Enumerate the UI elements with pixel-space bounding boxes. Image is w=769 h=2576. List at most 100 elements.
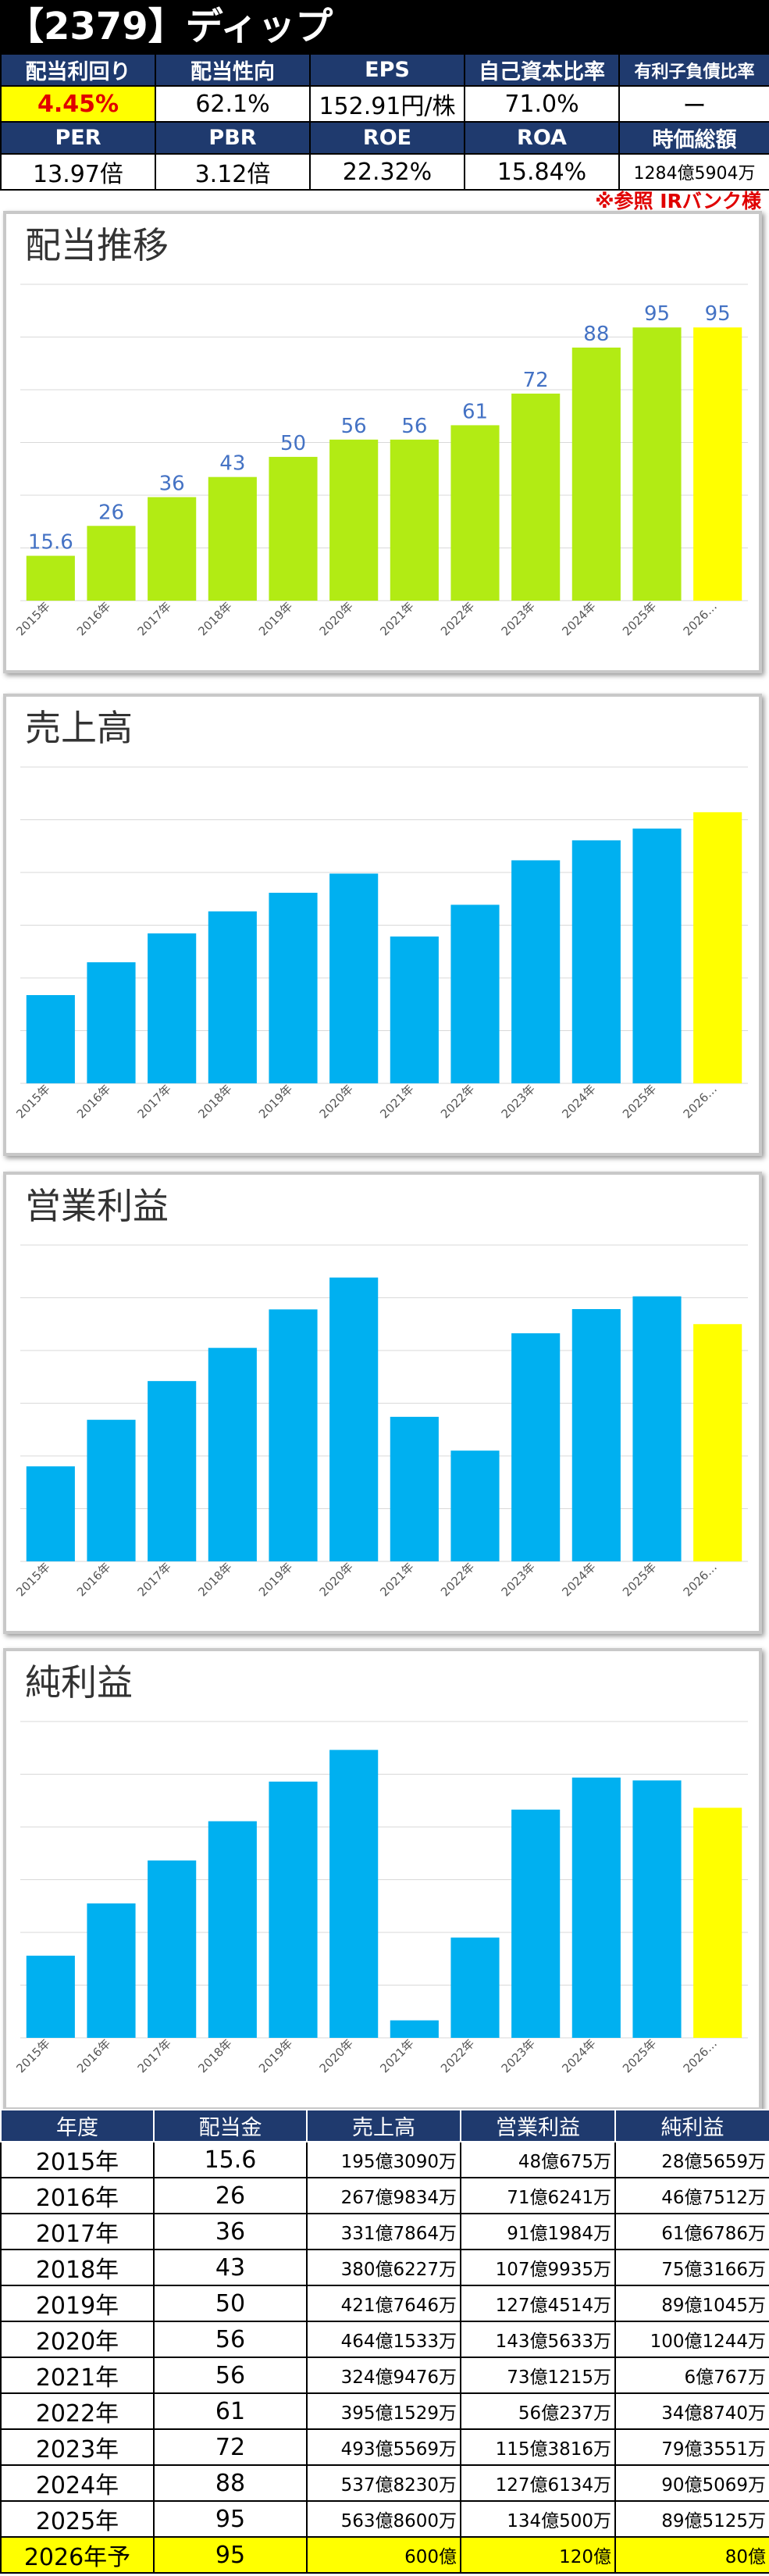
x-tick-label: 2017年 <box>135 1082 174 1121</box>
data-label: 56 <box>341 415 367 438</box>
column-header-sales: 売上高 <box>306 2109 461 2143</box>
metrics-grid: 配当利回り 配当性向 EPS 自己資本比率 有利子負債比率 4.45% 62.1… <box>0 53 769 191</box>
title-bar: 【2379】ディップ <box>0 0 769 53</box>
metric-label-pbr: PBR <box>155 121 311 155</box>
column-header-dividend: 配当金 <box>153 2109 308 2143</box>
cell-net-income: 79億3551万 <box>614 2428 769 2466</box>
table-header-row: 年度 配当金 売上高 営業利益 純利益 <box>0 2109 769 2143</box>
page-title: 【2379】ディップ <box>6 5 333 48</box>
cell-sales: 395億1529万 <box>306 2392 461 2430</box>
cell-net-income: 28億5659万 <box>614 2141 769 2178</box>
x-tick-label: 2019年 <box>256 2036 295 2075</box>
cell-dividend: 26 <box>153 2177 308 2214</box>
table-row: 2024年 88 537億8230万 127億6134万 90億5069万 <box>0 2464 769 2502</box>
cell-year: 2023年 <box>0 2428 155 2466</box>
x-tick-label: 2019年 <box>256 1560 295 1599</box>
data-label: 50 <box>280 432 306 455</box>
data-label: 95 <box>705 302 731 326</box>
bar <box>329 1750 379 2038</box>
cell-operating-profit: 48億675万 <box>460 2141 616 2178</box>
bar <box>693 1807 742 2038</box>
sales-chart: 2015年 2016年 2017年 2018年 2019年 2020年 2021年 2022年… <box>13 766 748 1121</box>
bar <box>148 1381 197 1561</box>
source-note: ※参照 IRバンク様 <box>595 190 761 212</box>
cell-net-income: 89億5125万 <box>614 2500 769 2538</box>
net-income-chart: 2015年 2016年 2017年 2018年 2019年 2020年 2021年 2022年… <box>13 1721 748 2075</box>
metric-value-equity-ratio: 71.0% <box>464 85 620 123</box>
bar <box>450 425 500 601</box>
cell-operating-profit: 73億1215万 <box>460 2357 616 2394</box>
net-income-chart-title: 純利益 <box>25 1661 133 1704</box>
cell-year: 2020年 <box>0 2321 155 2358</box>
cell-sales: 493億5569万 <box>306 2428 461 2466</box>
table-row: 2018年 43 380億6227万 107億9935万 75億3166万 <box>0 2249 769 2286</box>
x-tick-label: 2026… <box>681 1560 720 1599</box>
x-tick-label: 2026… <box>681 1082 720 1121</box>
cell-operating-profit: 120億 <box>460 2536 616 2574</box>
cell-operating-profit: 143億5633万 <box>460 2321 616 2358</box>
x-tick-label: 2015年 <box>13 1560 52 1599</box>
bar <box>511 1809 561 2038</box>
bar <box>450 904 500 1083</box>
x-tick-label: 2016年 <box>74 599 113 638</box>
table-row: 2017年 36 331億7864万 91億1984万 61億6786万 <box>0 2213 769 2250</box>
cell-year: 2021年 <box>0 2357 155 2394</box>
x-tick-label: 2019年 <box>256 599 295 638</box>
cell-sales: 380億6227万 <box>306 2249 461 2286</box>
cell-year: 2015年 <box>0 2141 155 2178</box>
cell-operating-profit: 91億1984万 <box>460 2213 616 2250</box>
x-tick-label: 2025年 <box>620 599 659 638</box>
cell-operating-profit: 71億6241万 <box>460 2177 616 2214</box>
bar <box>632 327 682 601</box>
cell-net-income: 75億3166万 <box>614 2249 769 2286</box>
x-tick-label: 2024年 <box>559 1560 598 1599</box>
x-tick-label: 2021年 <box>377 1560 416 1599</box>
bar <box>208 1821 257 2038</box>
x-tick-label: 2016年 <box>74 2036 113 2075</box>
x-tick-label: 2015年 <box>13 2036 52 2075</box>
bar <box>87 1419 136 1561</box>
cell-net-income: 80億 <box>614 2536 769 2574</box>
cell-year: 2016年 <box>0 2177 155 2214</box>
sales-chart-title: 売上高 <box>25 707 133 749</box>
metric-value-dividend-yield: 4.45% <box>0 85 156 123</box>
bar <box>87 1903 136 2038</box>
bar <box>632 1296 682 1561</box>
bar <box>26 1466 75 1561</box>
cell-dividend: 72 <box>153 2428 308 2466</box>
cell-dividend: 50 <box>153 2285 308 2322</box>
bar <box>693 327 742 601</box>
cell-dividend: 56 <box>153 2357 308 2394</box>
x-tick-label: 2019年 <box>256 1082 295 1121</box>
table-row: 2023年 72 493億5569万 115億3816万 79億3551万 <box>0 2428 769 2466</box>
data-label: 36 <box>159 472 185 495</box>
metric-label-debt-ratio: 有利子負債比率 <box>618 53 769 87</box>
data-label: 72 <box>523 369 549 392</box>
bar <box>450 1937 500 2038</box>
cell-operating-profit: 127億4514万 <box>460 2285 616 2322</box>
bar <box>26 555 75 601</box>
bar <box>269 1309 318 1561</box>
x-tick-label: 2026… <box>681 2036 720 2075</box>
x-tick-label: 2022年 <box>438 2036 477 2075</box>
x-tick-label: 2022年 <box>438 1082 477 1121</box>
bar <box>571 348 621 601</box>
operating-profit-chart-panel: 営業利益 2015年 2016年 2017年 2018年 2019年 2020年 2021年… <box>3 1172 762 1634</box>
bar <box>511 393 561 601</box>
x-tick-label: 2022年 <box>438 1560 477 1599</box>
x-tick-label: 2017年 <box>135 2036 174 2075</box>
bar <box>87 962 136 1083</box>
cell-net-income: 90億5069万 <box>614 2464 769 2502</box>
bar <box>632 1780 682 2038</box>
metric-value-payout-ratio: 62.1% <box>155 85 311 123</box>
x-tick-label: 2020年 <box>317 599 356 638</box>
metrics-header-row-2: PER PBR ROE ROA 時価総額 <box>0 121 769 155</box>
x-tick-label: 2025年 <box>620 1082 659 1121</box>
metric-value-roa: 15.84% <box>464 153 620 191</box>
table-row: 2019年 50 421億7646万 127億4514万 89億1045万 <box>0 2285 769 2322</box>
bar <box>329 439 379 601</box>
cell-operating-profit: 134億500万 <box>460 2500 616 2538</box>
metric-value-eps: 152.91円/株 <box>309 85 465 123</box>
column-header-year: 年度 <box>0 2109 155 2143</box>
bar <box>511 860 561 1083</box>
